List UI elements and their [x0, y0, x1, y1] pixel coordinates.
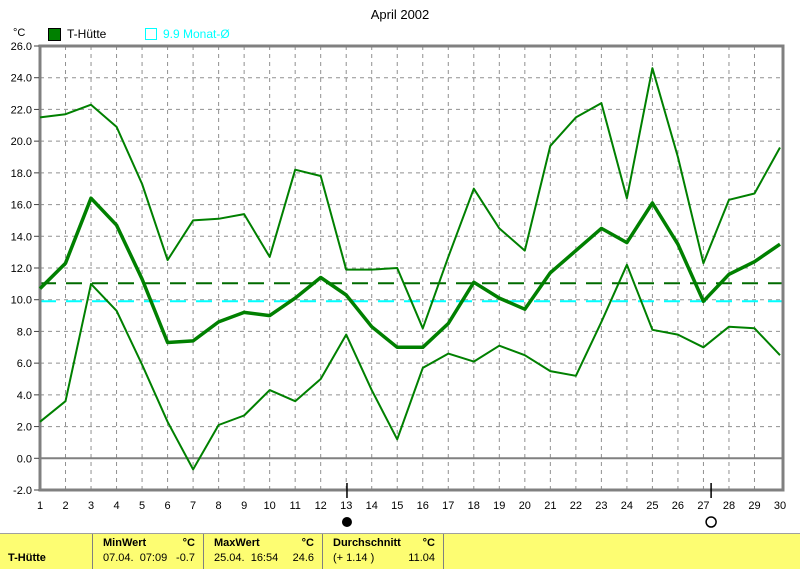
- status-series-cell: T-Hütte: [0, 534, 92, 569]
- x-tick-label: 25: [646, 500, 658, 512]
- y-tick-label: 10.0: [11, 295, 32, 307]
- y-tick-label: 18.0: [11, 168, 32, 180]
- durchschnitt-header: Durchschnitt: [333, 537, 401, 549]
- x-tick-label: 30: [774, 500, 786, 512]
- x-tick-label: 3: [88, 500, 94, 512]
- x-tick-label: 12: [315, 500, 327, 512]
- y-tick-label: 24.0: [11, 73, 32, 85]
- temperature-chart[interactable]: 26.024.022.020.018.016.014.012.010.08.06…: [0, 0, 800, 530]
- y-tick-label: 8.0: [17, 326, 32, 338]
- x-tick-label: 18: [468, 500, 480, 512]
- x-tick-label: 13: [340, 500, 352, 512]
- y-tick-label: 14.0: [11, 231, 32, 243]
- durchschnitt-value: 11.04: [408, 552, 435, 564]
- x-tick-label: 15: [391, 500, 403, 512]
- chart-title: April 2002: [370, 7, 430, 22]
- legend-swatch-green-icon: [48, 27, 61, 41]
- maxwert-unit: °C: [301, 537, 314, 549]
- y-tick-label: 6.0: [17, 358, 32, 370]
- x-tick-label: 16: [417, 500, 429, 512]
- y-tick-label: 0.0: [17, 453, 32, 465]
- status-durchschnitt-cell: Durchschnitt °C (+ 1.14 ) 11.04: [322, 534, 443, 569]
- x-tick-label: 23: [595, 500, 607, 512]
- new-moon-icon: [341, 517, 352, 527]
- status-maxwert-cell: MaxWert °C 25.04. 16:54 24.6: [203, 534, 322, 569]
- y-tick-label: 4.0: [17, 390, 32, 402]
- y-tick-label: 26.0: [11, 41, 32, 53]
- y-axis-unit-label: °C: [13, 27, 26, 39]
- y-tick-label: 20.0: [11, 136, 32, 148]
- full-moon-icon: [705, 516, 717, 528]
- x-tick-label: 8: [216, 500, 222, 512]
- legend-label-monat-avg: 9.9 Monat-Ø: [163, 27, 230, 41]
- x-tick-label: 4: [113, 500, 119, 512]
- durchschnitt-deviation: (+ 1.14 ): [333, 552, 375, 564]
- minwert-header: MinWert: [103, 537, 147, 549]
- x-tick-label: 5: [139, 500, 145, 512]
- y-tick-label: 16.0: [11, 200, 32, 212]
- y-tick-label: 2.0: [17, 422, 32, 434]
- legend-item-t-huette[interactable]: T-Hütte: [48, 27, 106, 41]
- x-tick-label: 17: [442, 500, 454, 512]
- x-tick-label: 27: [697, 500, 709, 512]
- x-tick-label: 29: [748, 500, 760, 512]
- x-tick-label: 6: [165, 500, 171, 512]
- series-max-line[interactable]: [39, 67, 781, 330]
- x-tick-label: 14: [366, 500, 378, 512]
- status-empty-cell: [443, 534, 800, 569]
- series-min-line[interactable]: [39, 263, 781, 471]
- status-bar: T-Hütte MinWert °C 07.04. 07:09 -0.7 Max…: [0, 533, 800, 569]
- series-mean-line[interactable]: [38, 196, 781, 350]
- x-tick-label: 9: [241, 500, 247, 512]
- plot-frame: [38, 44, 785, 492]
- x-tick-label: 20: [519, 500, 531, 512]
- x-tick-label: 19: [493, 500, 505, 512]
- y-tick-label: 22.0: [11, 104, 32, 116]
- y-tick-label: -2.0: [13, 485, 32, 497]
- x-tick-label: 10: [264, 500, 276, 512]
- x-tick-label: 7: [190, 500, 196, 512]
- x-tick-label: 2: [62, 500, 68, 512]
- legend-swatch-cyan-icon: [145, 28, 157, 40]
- durchschnitt-unit: °C: [422, 537, 435, 549]
- x-tick-label: 1: [37, 500, 43, 512]
- minwert-value: -0.7: [176, 552, 195, 564]
- minwert-unit: °C: [182, 537, 195, 549]
- x-tick-label: 26: [672, 500, 684, 512]
- maxwert-datetime: 25.04. 16:54: [214, 552, 279, 564]
- legend-item-monat-avg[interactable]: 9.9 Monat-Ø: [145, 27, 230, 41]
- status-series-label: T-Hütte: [8, 552, 46, 564]
- status-minwert-cell: MinWert °C 07.04. 07:09 -0.7: [92, 534, 203, 569]
- y-tick-label: 12.0: [11, 263, 32, 275]
- x-tick-label: 22: [570, 500, 582, 512]
- legend-label-t-huette: T-Hütte: [67, 27, 107, 41]
- x-tick-label: 21: [544, 500, 556, 512]
- minwert-datetime: 07.04. 07:09: [103, 552, 168, 564]
- x-tick-label: 28: [723, 500, 735, 512]
- x-tick-label: 24: [621, 500, 633, 512]
- x-tick-label: 11: [289, 500, 300, 512]
- maxwert-header: MaxWert: [214, 537, 260, 549]
- maxwert-value: 24.6: [292, 552, 314, 564]
